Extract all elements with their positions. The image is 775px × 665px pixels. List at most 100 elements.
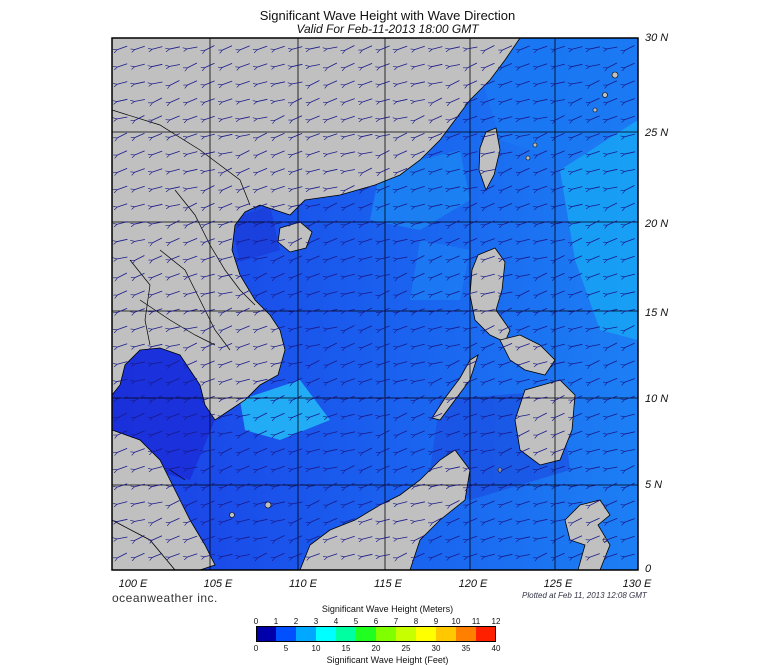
wave-arrow xyxy=(467,46,478,49)
lon-label-105e: 105 E xyxy=(203,578,233,590)
wave-arrow xyxy=(222,396,233,400)
wave-arrow xyxy=(134,430,145,435)
wave-arrow xyxy=(502,343,513,347)
wave-arrow xyxy=(292,46,303,50)
wave-arrow xyxy=(625,465,635,471)
meters-tick-label: 4 xyxy=(333,617,339,626)
wave-arrow xyxy=(397,308,408,312)
wave-arrow xyxy=(502,325,513,331)
wave-arrow xyxy=(134,203,145,207)
wave-arrow xyxy=(204,500,215,505)
wave-arrow xyxy=(414,379,425,382)
feet-tick-label: 10 xyxy=(311,644,321,653)
wave-arrow xyxy=(467,168,478,171)
wave-arrow xyxy=(222,80,233,85)
wave-arrow xyxy=(572,535,583,541)
wave-arrow xyxy=(117,150,128,156)
wave-arrow xyxy=(450,517,460,523)
wave-arrow xyxy=(607,395,618,400)
wave-arrow xyxy=(397,81,408,85)
wave-arrow xyxy=(292,63,303,66)
wave-arrow xyxy=(379,238,390,242)
wave-arrow xyxy=(257,256,268,259)
wave-arrow xyxy=(467,326,478,329)
wave-arrow xyxy=(204,80,215,85)
meters-tick-label: 6 xyxy=(373,617,379,626)
wave-arrow xyxy=(117,63,128,67)
wave-arrow xyxy=(467,80,478,86)
wave-arrow xyxy=(275,115,285,121)
wave-arrow xyxy=(589,133,600,138)
map-subtitle: Valid For Feb-11-2013 18:00 GMT xyxy=(296,22,479,36)
wave-arrow xyxy=(467,238,478,242)
wave-arrow xyxy=(327,308,338,311)
lat-lon-grid xyxy=(112,38,638,570)
wave-arrow xyxy=(187,413,198,417)
wave-arrow xyxy=(205,325,215,331)
wave-arrow xyxy=(537,185,548,190)
wave-arrow xyxy=(274,465,285,469)
wave-arrow xyxy=(169,255,180,260)
wave-arrow xyxy=(310,80,320,86)
wave-arrow xyxy=(537,290,548,296)
wave-arrow xyxy=(502,133,513,136)
wave-arrow xyxy=(537,256,548,259)
wave-arrow xyxy=(204,169,215,172)
wave-arrow xyxy=(432,186,443,190)
wave-arrow xyxy=(169,413,180,418)
wave-arrow xyxy=(327,395,338,400)
wave-arrow xyxy=(117,308,128,312)
wave-arrow xyxy=(187,291,198,295)
wave-arrow xyxy=(275,132,285,138)
wave-arrow xyxy=(187,535,198,540)
lon-label-100e: 100 E xyxy=(118,578,148,590)
wave-arrow xyxy=(519,360,530,364)
wave-arrow xyxy=(327,448,338,451)
wave-arrow xyxy=(379,325,390,330)
wave-arrow xyxy=(169,46,180,49)
wave-arrow xyxy=(624,431,635,434)
wave-arrow xyxy=(152,361,163,364)
meters-tick-label: 7 xyxy=(393,617,399,626)
wave-arrow xyxy=(134,343,145,347)
wave-arrow xyxy=(607,553,618,557)
wave-arrow xyxy=(379,185,390,190)
wave-arrow xyxy=(327,273,338,277)
wave-arrow xyxy=(222,220,233,225)
wave-arrow xyxy=(537,98,548,101)
wave-arrow xyxy=(345,45,355,51)
wave-arrow xyxy=(414,99,425,102)
wave-arrow xyxy=(502,465,513,471)
wave-arrow xyxy=(432,395,443,401)
wave-arrow xyxy=(309,344,320,347)
wave-arrow xyxy=(589,484,600,487)
wave-arrow xyxy=(397,168,408,172)
wave-arrow xyxy=(222,273,233,276)
wave-arrow xyxy=(239,360,250,364)
wave-arrow xyxy=(607,500,618,506)
wave-arrow xyxy=(274,185,285,189)
wave-arrow xyxy=(607,133,618,137)
wave-arrow xyxy=(310,220,320,226)
wave-arrow xyxy=(432,81,443,84)
wave-arrow xyxy=(414,361,425,364)
wave-arrow xyxy=(310,500,320,506)
wave-arrow xyxy=(537,483,548,487)
wave-arrow xyxy=(484,395,495,399)
wave-arrow xyxy=(239,80,250,84)
wave-arrow xyxy=(152,413,163,417)
colorbar-segment xyxy=(316,626,337,642)
wave-arrow xyxy=(117,343,128,347)
wave-arrow xyxy=(239,343,250,348)
wave-arrow xyxy=(239,203,250,208)
meters-tick-label: 11 xyxy=(471,617,481,626)
lat-label-25n: 25 N xyxy=(645,127,669,139)
wave-arrow xyxy=(222,378,233,382)
wave-arrow xyxy=(362,80,373,85)
wave-arrow xyxy=(537,272,548,278)
wave-arrow xyxy=(135,115,145,121)
wave-arrow xyxy=(257,448,268,452)
colorbar-segment xyxy=(396,626,417,642)
wave-arrow xyxy=(572,186,583,190)
wave-arrow xyxy=(554,308,565,313)
